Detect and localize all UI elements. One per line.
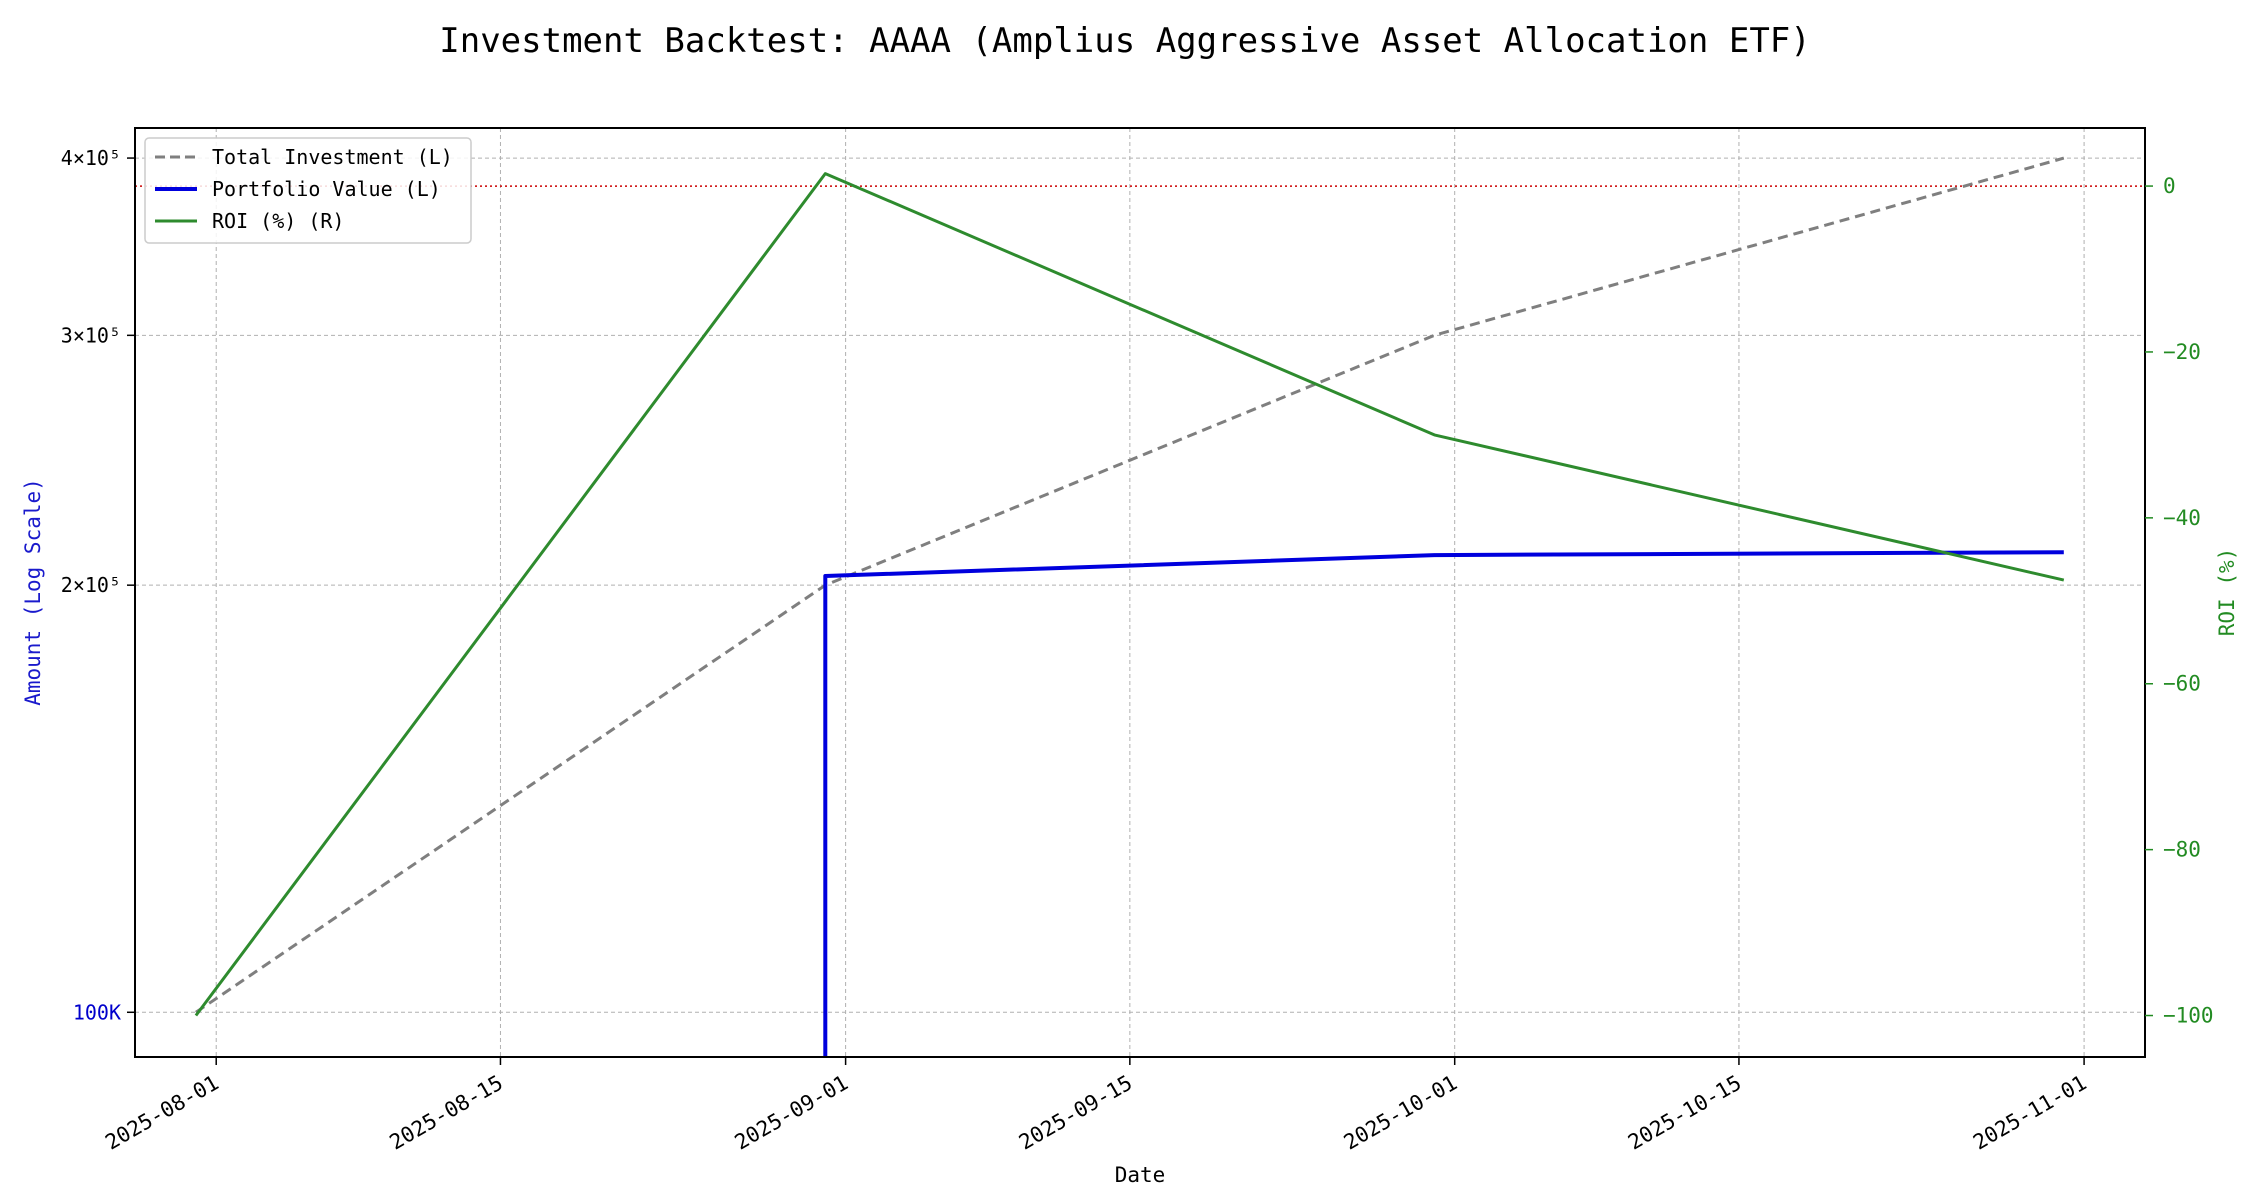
legend-label-portfolio-value: Portfolio Value (L): [212, 177, 441, 201]
x-axis-ticks: 2025-08-01 2025-08-15 2025-09-01 2025-09-15…: [101, 1057, 2091, 1155]
right-tick-label: 0: [2163, 174, 2176, 198]
x-tick-label: 2025-09-15: [1015, 1071, 1136, 1155]
x-tick-label: 2025-10-15: [1624, 1071, 1745, 1155]
left-tick-label: 2×10⁵: [61, 573, 121, 597]
left-tick-label: 3×10⁵: [61, 323, 121, 347]
grid-layer: [135, 128, 2145, 1057]
left-tick-label: 100K: [73, 1000, 121, 1024]
right-tick-label: −60: [2163, 672, 2201, 696]
right-axis-ticks: 0 −20 −40 −60 −80 −100: [2145, 174, 2214, 1028]
total-investment-line: [195, 156, 2065, 1014]
x-tick-label: 2025-10-01: [1340, 1071, 1461, 1155]
legend-box: [144, 137, 472, 244]
x-axis-label: Date: [1115, 1163, 1166, 1187]
legend: Total Investment (L) Portfolio Value (L)…: [144, 137, 472, 244]
x-tick-label: 2025-08-01: [101, 1071, 222, 1155]
right-tick-label: −20: [2163, 340, 2201, 364]
right-tick-label: −40: [2163, 506, 2201, 530]
legend-label-total-investment: Total Investment (L): [212, 145, 453, 169]
plot-frame: [134, 127, 2146, 1058]
series-layer: [194, 156, 2065, 1057]
right-tick-label: −80: [2163, 838, 2201, 862]
x-tick-label: 2025-11-01: [1969, 1071, 2090, 1155]
left-tick-label: 4×10⁵: [61, 146, 121, 170]
chart-title: Investment Backtest: AAAA (Amplius Aggre…: [439, 21, 1810, 61]
left-axis-ticks: 100K 2×10⁵ 3×10⁵ 4×10⁵: [61, 146, 135, 1024]
left-axis-label: Amount (Log Scale): [21, 478, 45, 706]
right-tick-label: −100: [2163, 1004, 2214, 1028]
roi-line: [194, 172, 2065, 1017]
right-axis-label: ROI (%): [2215, 548, 2239, 637]
x-tick-label: 2025-09-01: [731, 1071, 852, 1155]
x-tick-label: 2025-08-15: [385, 1071, 506, 1155]
legend-label-roi: ROI (%) (R): [212, 209, 344, 233]
portfolio-value-line: [823, 550, 2064, 1057]
